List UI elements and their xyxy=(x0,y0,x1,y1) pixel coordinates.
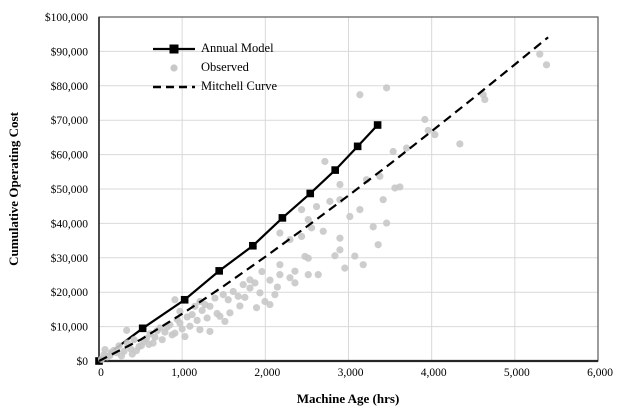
svg-text:6,000: 6,000 xyxy=(587,367,613,379)
svg-text:3,000: 3,000 xyxy=(338,367,364,379)
annual-model-line-marker-icon xyxy=(153,44,195,53)
svg-text:$40,000: $40,000 xyxy=(51,217,89,230)
svg-text:$90,000: $90,000 xyxy=(51,45,89,58)
legend-item-annual-model: Annual Model xyxy=(152,39,277,58)
svg-text:$80,000: $80,000 xyxy=(51,80,89,93)
x-tick-labels: 0 1,000 2,000 3,000 4,000 5,000 6,000 xyxy=(98,367,613,379)
svg-text:1,000: 1,000 xyxy=(171,367,197,379)
series-mitchell-curve xyxy=(98,36,549,362)
svg-text:$30,000: $30,000 xyxy=(51,252,89,265)
legend-item-mitchell-curve: Mitchell Curve xyxy=(152,77,277,96)
plot-border xyxy=(98,16,599,363)
svg-text:$100,000: $100,000 xyxy=(45,11,88,24)
series-observed xyxy=(97,50,551,363)
svg-text:$20,000: $20,000 xyxy=(51,286,89,299)
svg-text:2,000: 2,000 xyxy=(254,367,280,379)
svg-text:5,000: 5,000 xyxy=(504,367,530,379)
y-axis-title: Cumulative Operating Cost xyxy=(6,112,21,266)
svg-text:$50,000: $50,000 xyxy=(51,183,89,196)
svg-text:4,000: 4,000 xyxy=(421,367,447,379)
svg-text:$10,000: $10,000 xyxy=(51,321,89,334)
svg-text:$0: $0 xyxy=(77,355,89,368)
x-axis-title: Machine Age (hrs) xyxy=(296,391,400,406)
legend-label-annual-model: Annual Model xyxy=(201,41,274,55)
svg-text:0: 0 xyxy=(98,367,104,379)
mitchell-curve-dashed-line-icon xyxy=(153,85,195,88)
svg-text:$60,000: $60,000 xyxy=(51,149,89,162)
y-tick-labels: $0 $10,000 $20,000 $30,000 $40,000 $50,000 $60… xyxy=(45,11,88,368)
legend-label-observed: Observed xyxy=(201,60,249,74)
series-annual-model xyxy=(95,121,382,365)
legend-label-mitchell-curve: Mitchell Curve xyxy=(201,79,278,93)
observed-dot-icon xyxy=(170,63,178,72)
legend: Annual Model Observed Mitchell Curve xyxy=(152,39,277,96)
svg-text:$70,000: $70,000 xyxy=(51,114,89,127)
legend-item-observed: Observed xyxy=(152,58,277,77)
